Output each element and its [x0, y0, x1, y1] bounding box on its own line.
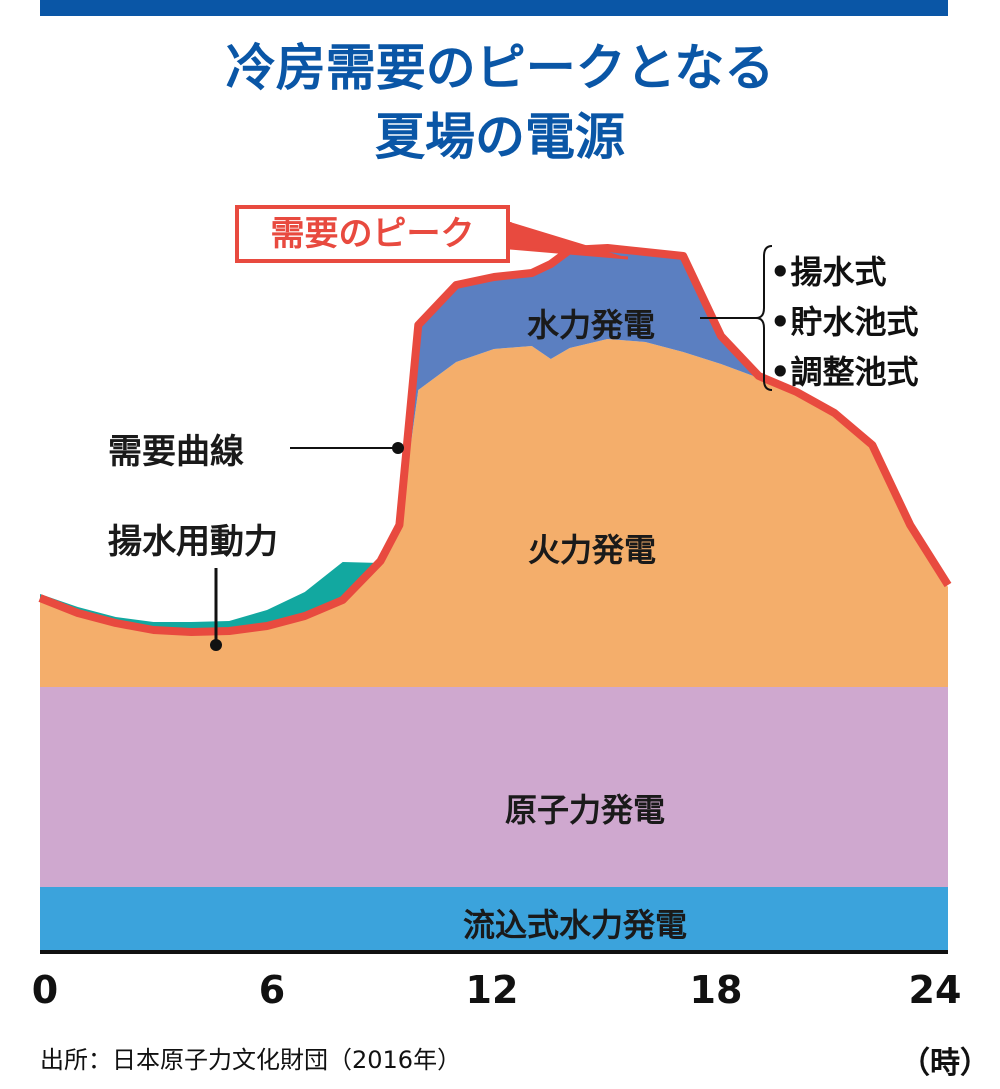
- demand-curve-label: 需要曲線: [108, 432, 244, 472]
- area-thermal: [40, 339, 948, 687]
- area-nuclear: [40, 687, 948, 887]
- x-tick-18: 18: [689, 968, 743, 1012]
- peak-pointer: [508, 222, 629, 260]
- area-hydro: [40, 250, 948, 634]
- hydro-type-reservoir: •貯水池式: [770, 303, 919, 341]
- hydro-label: 水力発電: [527, 306, 656, 344]
- hydro-type-pondage: •調整池式: [770, 353, 919, 391]
- x-tick-0: 0: [31, 968, 59, 1012]
- x-tick-6: 6: [258, 968, 286, 1012]
- peak-label: 需要のピーク: [235, 205, 510, 263]
- area-run-of-river: [40, 887, 948, 952]
- x-tick-12: 12: [465, 968, 519, 1012]
- demand-curve-line: [38, 244, 952, 636]
- demand-curve-dot: [392, 442, 404, 454]
- run-of-river-label: 流込式水力発電: [463, 906, 688, 944]
- chart-title-line-1: 冷房需要のピークとなる: [225, 39, 775, 97]
- hydro-brace: [755, 245, 773, 391]
- thermal-label: 火力発電: [528, 531, 657, 569]
- top-accent-bar: [40, 0, 948, 16]
- x-axis-unit: （時）: [900, 1046, 990, 1081]
- x-tick-24: 24: [908, 968, 962, 1012]
- hydro-type-pumped: •揚水式: [770, 253, 887, 291]
- nuclear-label: 原子力発電: [505, 791, 666, 829]
- pumping-power-label: 揚水用動力: [108, 522, 278, 562]
- chart-title-line-2: 夏場の電源: [375, 108, 625, 166]
- source-note: 出所：日本原子力文化財団（2016年）: [40, 1046, 462, 1074]
- pumping-dot: [210, 639, 222, 651]
